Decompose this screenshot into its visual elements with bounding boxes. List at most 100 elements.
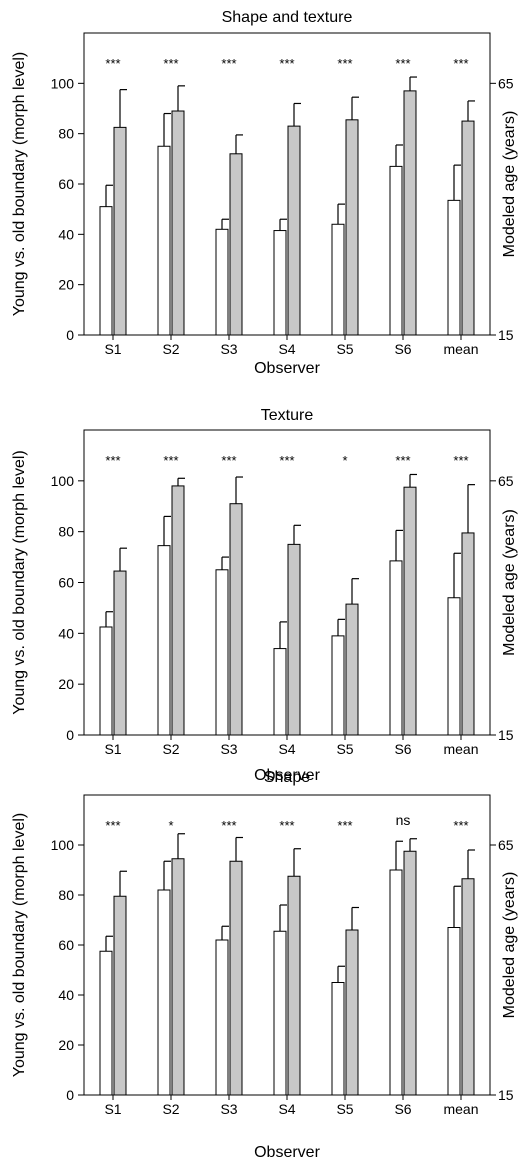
significance-label: *** (221, 453, 236, 468)
bar (113, 895, 127, 1096)
y-axis-label: Young vs. old boundary (morph level) (11, 450, 28, 714)
significance-label: * (168, 818, 173, 833)
significance-label: *** (279, 56, 294, 71)
y-tick-label: 20 (58, 277, 74, 293)
significance-label: * (342, 453, 347, 468)
y-tick-label: 80 (58, 126, 74, 142)
bar (157, 545, 171, 736)
bar (229, 153, 243, 336)
bar (273, 648, 287, 736)
bar (99, 626, 113, 736)
y-tick-label: 0 (66, 1087, 74, 1103)
bar (403, 850, 417, 1096)
bar (229, 860, 243, 1096)
bar (447, 597, 461, 736)
y-tick-label: 80 (58, 887, 74, 903)
x-tick-label: S3 (220, 341, 237, 357)
bar (99, 950, 113, 1096)
x-tick-label: S6 (394, 1101, 411, 1117)
plot-frame (83, 794, 491, 1096)
significance-label: *** (279, 453, 294, 468)
bar (273, 930, 287, 1096)
bar (171, 858, 185, 1096)
y-tick-label: 20 (58, 1037, 74, 1053)
x-tick-label: S2 (162, 1101, 179, 1117)
significance-label: *** (105, 818, 120, 833)
x-axis-label: Observer (254, 1144, 320, 1161)
significance-label: *** (337, 56, 352, 71)
bar (157, 889, 171, 1096)
x-tick-label: S1 (104, 1101, 121, 1117)
chart-panel-3: Shape 0 20 40 60 80 100 15 65 Young vs. old bound… (11, 769, 518, 1161)
y-tick-label: 40 (58, 625, 74, 641)
x-tick-label: S1 (104, 341, 121, 357)
y-tick-label: 60 (58, 176, 74, 192)
x-tick-label: mean (443, 1101, 478, 1117)
significance-label: *** (337, 818, 352, 833)
right-tick-label: 15 (498, 327, 514, 343)
right-tick-label: 65 (498, 75, 514, 91)
bar (157, 145, 171, 336)
bar (345, 929, 359, 1096)
right-tick-label: 15 (498, 727, 514, 743)
significance-label: *** (163, 453, 178, 468)
chart-panel-1: Shape and texture 0 20 40 60 80 100 15 65 Young v… (11, 9, 518, 377)
bar (461, 878, 475, 1096)
x-tick-label: S3 (220, 741, 237, 757)
x-axis-label: Observer (254, 360, 320, 377)
bar (345, 119, 359, 336)
right-tick-label: 65 (498, 837, 514, 853)
x-tick-label: mean (443, 341, 478, 357)
right-tick-label: 15 (498, 1087, 514, 1103)
x-tick-label: S2 (162, 341, 179, 357)
y-tick-label: 0 (66, 327, 74, 343)
bar (447, 199, 461, 336)
bar (287, 543, 301, 736)
chart-panel-2: Texture 0 20 40 60 80 100 15 65 Young vs. old bou… (11, 407, 518, 784)
bar (461, 120, 475, 336)
y-tick-label: 60 (58, 937, 74, 953)
bar (215, 939, 229, 1096)
bar (331, 635, 345, 736)
x-tick-label: S4 (278, 741, 295, 757)
chart-title: Shape and texture (222, 9, 353, 26)
significance-label: *** (395, 56, 410, 71)
bar (287, 875, 301, 1096)
y-tick-label: 0 (66, 727, 74, 743)
x-axis-label: Observer (254, 767, 320, 784)
bar (403, 90, 417, 336)
y-tick-label: 40 (58, 987, 74, 1003)
significance-label: *** (453, 56, 468, 71)
bar (113, 126, 127, 336)
bar (171, 485, 185, 736)
significance-label: *** (453, 453, 468, 468)
bar (229, 503, 243, 736)
bar (331, 223, 345, 336)
x-tick-label: S6 (394, 341, 411, 357)
x-tick-label: S1 (104, 741, 121, 757)
x-tick-label: S4 (278, 1101, 295, 1117)
bar (461, 532, 475, 736)
bar (215, 569, 229, 736)
y-tick-label: 80 (58, 524, 74, 540)
bar (345, 603, 359, 736)
significance-label: *** (279, 818, 294, 833)
significance-label: *** (221, 56, 236, 71)
significance-label: *** (453, 818, 468, 833)
y-axis-label: Young vs. old boundary (morph level) (11, 813, 28, 1077)
significance-label: *** (395, 453, 410, 468)
significance-label: ns (396, 812, 411, 828)
bar (273, 230, 287, 336)
y-axis-label-right: Modeled age (years) (501, 872, 518, 1019)
bar (287, 125, 301, 336)
x-tick-label: S6 (394, 741, 411, 757)
y-tick-label: 100 (51, 473, 75, 489)
y-tick-label: 100 (51, 837, 75, 853)
y-tick-label: 100 (51, 75, 75, 91)
significance-label: *** (221, 818, 236, 833)
plot-frame (83, 429, 491, 736)
significance-label: *** (105, 453, 120, 468)
bar (389, 560, 403, 736)
y-axis-label-right: Modeled age (years) (501, 509, 518, 656)
